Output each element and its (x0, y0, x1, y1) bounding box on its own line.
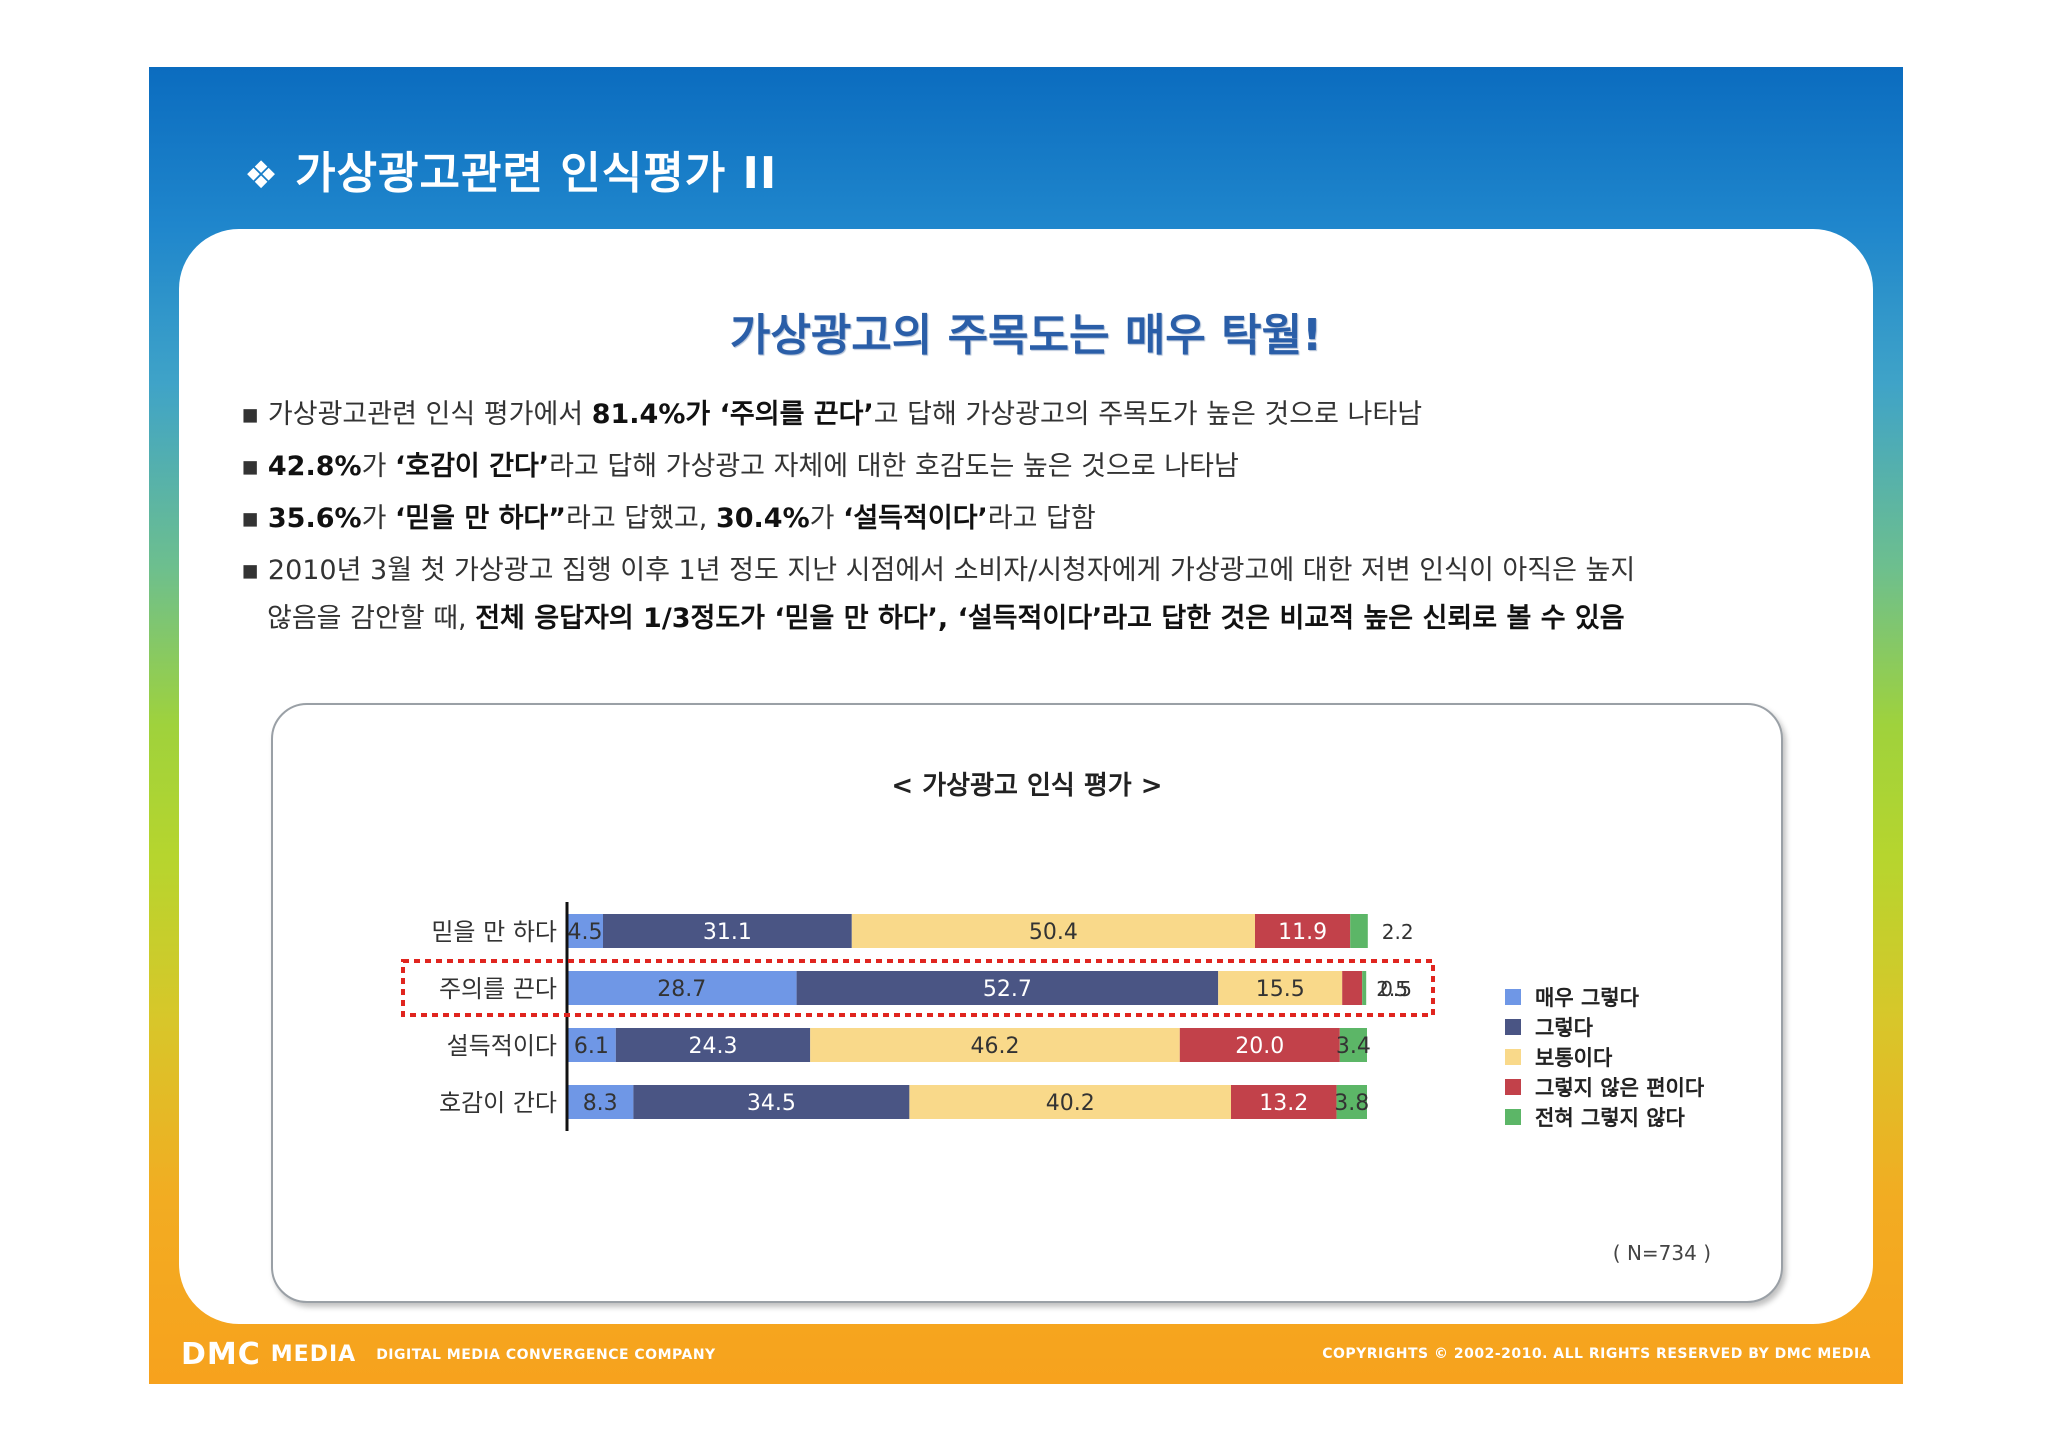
bar-segment (1342, 971, 1363, 1005)
bar-segment (1336, 1085, 1367, 1119)
legend-swatch (1505, 1109, 1521, 1125)
slide-title: ❖ 가상광고관련 인식평가 II (244, 137, 777, 201)
data-label: 28.7 (657, 977, 706, 1002)
category-label: 호감이 간다 (439, 1089, 557, 1117)
data-label: 31.1 (703, 920, 752, 945)
bullet-marker-icon: ▪ (241, 555, 268, 586)
bar-segment (851, 914, 1255, 948)
content-panel: 가상광고의 주목도는 매우 탁월! ▪ 가상광고관련 인식 평가에서 81.4%… (179, 229, 1873, 1324)
bar-segment (810, 1028, 1180, 1062)
bullet-item: ▪ 35.6%가 ‘믿을 만 하다”라고 답했고, 30.4%가 ‘설득적이다’… (241, 493, 1801, 545)
sample-size-note: ( N=734 ) (1612, 1241, 1711, 1265)
legend-label: 보통이다 (1535, 1046, 1613, 1070)
data-label: 3.4 (1336, 1034, 1371, 1059)
data-label: 40.2 (1046, 1091, 1095, 1116)
bar-segment (567, 1085, 634, 1119)
footer-copyright: COPYRIGHTS © 2002-2010. ALL RIGHTS RESER… (1322, 1346, 1871, 1362)
title-bullet-icon: ❖ (244, 153, 280, 197)
data-label: 50.4 (1029, 920, 1078, 945)
bar-segment (1179, 1028, 1340, 1062)
bullet-text: 가 (809, 503, 844, 534)
category-label: 믿을 만 하다 (431, 918, 557, 946)
category-label: 설득적이다 (447, 1032, 557, 1060)
bullet-emphasis: ‘호감이 간다’ (395, 451, 550, 482)
slide-title-text: 가상광고관련 인식평가 II (295, 148, 778, 199)
headline: 가상광고의 주목도는 매우 탁월! (729, 310, 1323, 361)
footer-logo-mark: DMC (181, 1337, 261, 1372)
bullet-emphasis: 전체 응답자의 1/3정도가 ‘믿을 만 하다’, ‘설득적이다’라고 답한 것… (475, 603, 1625, 634)
legend-swatch (1505, 1019, 1521, 1035)
bullet-marker-icon: ▪ (241, 451, 268, 482)
slide-background: ❖ 가상광고관련 인식평가 II 가상광고의 주목도는 매우 탁월! ▪ 가상광고… (149, 67, 1903, 1384)
bar-segment (1255, 914, 1351, 948)
bar-segment (1350, 914, 1368, 948)
data-label: 52.7 (983, 977, 1032, 1002)
bar-segment (567, 971, 797, 1005)
data-label: 4.5 (568, 920, 603, 945)
bullet-emphasis: 42.8% (267, 451, 362, 482)
bullet-text: 고 답해 가상광고의 주목도가 높은 것으로 나타남 (873, 399, 1423, 430)
bar-segment (796, 971, 1219, 1005)
legend-label: 전혀 그렇지 않다 (1535, 1106, 1686, 1130)
bullet-text: 가 (361, 451, 395, 482)
data-label: 13.2 (1259, 1091, 1308, 1116)
bar-segment (909, 1085, 1231, 1119)
bar-segment (567, 1028, 616, 1062)
footer-logo: DMC MEDIA DIGITAL MEDIA CONVERGENCE COMP… (181, 1337, 716, 1372)
data-label: 15.5 (1256, 977, 1305, 1002)
bullet-marker-icon: ▪ (241, 503, 268, 534)
legend-swatch (1505, 989, 1521, 1005)
bullet-item: ▪ 42.8%가 ‘호감이 간다’라고 답해 가상광고 자체에 대한 호감도는 … (241, 441, 1801, 493)
legend-label: 그렇지 않은 편이다 (1535, 1076, 1705, 1100)
stacked-bar-chart: 믿을 만 하다 4.5 31.1 50.4 11.9 2.2 주의를 끈다 28.7 52.7 1… (401, 902, 1705, 1131)
data-label: 2.2 (1382, 920, 1414, 944)
data-label: 6.1 (574, 1034, 609, 1059)
legend-swatch (1505, 1079, 1521, 1095)
data-label: 2.5 (1376, 977, 1408, 1001)
bullet-text: 라고 답함 (987, 503, 1096, 534)
bullet-text: 가상광고관련 인식 평가에서 (267, 399, 592, 430)
bullet-emphasis: ‘믿을 만 하다” (395, 503, 567, 534)
legend-swatch (1505, 1049, 1521, 1065)
bullet-item: ▪ 2010년 3월 첫 가상광고 집행 이후 1년 정도 지난 시점에서 소비… (241, 545, 1801, 597)
bullet-item: 않음을 감안할 때, 전체 응답자의 1/3정도가 ‘믿을 만 하다’, ‘설득… (241, 593, 1801, 645)
bullet-text: 2010년 3월 첫 가상광고 집행 이후 1년 정도 지난 시점에서 소비자/… (267, 555, 1636, 586)
legend-label: 매우 그렇다 (1535, 986, 1640, 1010)
data-label: 34.5 (747, 1091, 796, 1116)
bar-segment (1362, 971, 1367, 1005)
data-label: 3.8 (1334, 1091, 1369, 1116)
highlight-box (401, 959, 1435, 1017)
footer-tagline: DIGITAL MEDIA CONVERGENCE COMPANY (376, 1346, 716, 1363)
bullet-emphasis: 35.6% (267, 503, 362, 534)
legend-label: 그렇다 (1535, 1016, 1594, 1040)
bar-segment (1231, 1085, 1337, 1119)
bar-segment (1339, 1028, 1367, 1062)
data-label: 0.5 (1380, 977, 1412, 1001)
data-label: 46.2 (971, 1034, 1020, 1059)
bar-segment (1218, 971, 1343, 1005)
bullet-text: 라고 답했고, (566, 503, 716, 534)
data-label: 20.0 (1235, 1034, 1284, 1059)
data-label: 24.3 (689, 1034, 738, 1059)
bar-segment (633, 1085, 910, 1119)
bar-segment (615, 1028, 811, 1062)
bullet-text: 않음을 감안할 때, (267, 603, 476, 634)
bullet-text: 가 (361, 503, 395, 534)
footer-brand: MEDIA (270, 1342, 357, 1367)
bullet-item: ▪ 가상광고관련 인식 평가에서 81.4%가 ‘주의를 끈다’고 답해 가상광… (241, 389, 1801, 441)
bullet-list: ▪ 가상광고관련 인식 평가에서 81.4%가 ‘주의를 끈다’고 답해 가상광… (241, 389, 1801, 645)
bullet-text: 라고 답해 가상광고 자체에 대한 호감도는 높은 것으로 나타남 (549, 451, 1239, 482)
bullet-marker-icon: ▪ (241, 399, 268, 430)
chart-box: < 가상광고 인식 평가 > 믿을 만 하다 4.5 31.1 50.4 11.9 2.2… (271, 703, 1783, 1303)
chart-title: < 가상광고 인식 평가 > (891, 771, 1163, 801)
category-label: 주의를 끈다 (439, 975, 557, 1003)
data-label: 8.3 (583, 1091, 618, 1116)
bullet-emphasis: 30.4% (715, 503, 810, 534)
bullet-emphasis: ‘설득적이다’ (843, 503, 988, 534)
data-label: 11.9 (1278, 920, 1327, 945)
bullet-emphasis: 81.4%가 ‘주의를 끈다’ (591, 399, 874, 430)
bar-segment (603, 914, 852, 948)
bar-segment (567, 914, 603, 948)
